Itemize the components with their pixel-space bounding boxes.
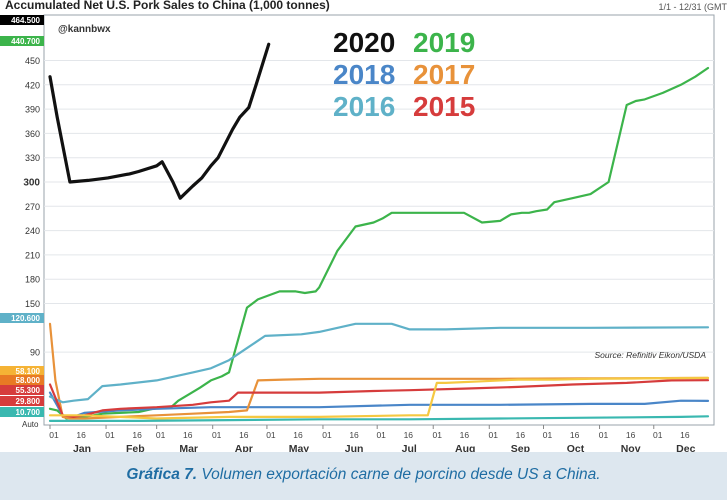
series-line xyxy=(48,415,710,422)
legend-item: 2018 xyxy=(333,59,395,90)
legend: 2020 2019 2018 2017 2016 2015 xyxy=(333,27,475,122)
value-label-text: 58.000 xyxy=(16,376,41,385)
value-label-box xyxy=(0,396,44,406)
legend-item: 2020 xyxy=(333,27,395,58)
y-tick-label: 450 xyxy=(25,56,40,66)
y-tick-label: 330 xyxy=(25,153,40,163)
series-line xyxy=(48,376,710,420)
x-day-label: 01 xyxy=(432,430,442,440)
legend-item: 2016 xyxy=(333,91,395,122)
y-tick-label: 420 xyxy=(25,80,40,90)
value-label-text: 55.300 xyxy=(16,386,41,395)
x-day-label: 01 xyxy=(212,430,222,440)
grid xyxy=(44,60,714,353)
figure-caption: Gráfica 7. Volumen exportación carne de … xyxy=(0,466,727,484)
series-line xyxy=(48,322,710,404)
y-tick-label: 360 xyxy=(25,129,40,139)
y-axis: 90 150 180 210 240 270 300 330 360 390 420 450 Auto xyxy=(22,56,40,429)
x-day-label: 16 xyxy=(76,430,86,440)
caption-band xyxy=(0,452,727,500)
date-range: 1/1 - 12/31 (GMT xyxy=(658,2,727,12)
value-label-text: 440.700 xyxy=(11,37,40,46)
value-label-text: 464.500 xyxy=(11,16,40,25)
x-month-label: Dec xyxy=(676,443,695,452)
x-day-label: 01 xyxy=(653,430,663,440)
value-label-box xyxy=(0,366,44,376)
x-day-label: 16 xyxy=(239,430,249,440)
legend-item: 2019 xyxy=(413,27,475,58)
series-lines xyxy=(48,42,710,422)
x-day-label: 01 xyxy=(599,430,609,440)
y-tick-label: 240 xyxy=(25,226,40,236)
value-label-box xyxy=(0,407,44,417)
x-day-label: 16 xyxy=(460,430,470,440)
y-tick-label: 270 xyxy=(25,202,40,212)
caption-text: Volumen exportación carne de porcino des… xyxy=(197,466,601,483)
x-day-label: 01 xyxy=(156,430,166,440)
x-day-label: 01 xyxy=(49,430,59,440)
value-label-text: 10.700 xyxy=(16,408,41,417)
x-month-label: Sep xyxy=(511,443,530,452)
value-label-box xyxy=(0,385,44,395)
y-tick-label: 150 xyxy=(25,299,40,309)
y-tick-label: 180 xyxy=(25,275,40,285)
value-label-box xyxy=(0,375,44,385)
series-line xyxy=(48,42,271,200)
x-month-label: May xyxy=(289,443,310,452)
value-label-text: 29.800 xyxy=(16,397,41,406)
x-month-label: Nov xyxy=(621,443,641,452)
x-month-label: Apr xyxy=(235,443,253,452)
x-day-label: 01 xyxy=(322,430,332,440)
x-day-label: 16 xyxy=(183,430,193,440)
watermark: @kannbwx xyxy=(58,24,111,35)
x-day-label: 16 xyxy=(626,430,636,440)
x-day-label: 16 xyxy=(349,430,359,440)
y-tick-label: 90 xyxy=(30,348,40,358)
source-note: Source: Refinitiv Eikon/USDA xyxy=(595,350,707,360)
x-month-label: Jun xyxy=(345,443,364,452)
x-day-label: 16 xyxy=(293,430,303,440)
x-month-label: Jan xyxy=(73,443,91,452)
x-day-label: 01 xyxy=(376,430,386,440)
value-label-box xyxy=(0,313,44,323)
x-day-label: 16 xyxy=(404,430,414,440)
chart: Accumulated Net U.S. Pork Sales to China… xyxy=(0,0,727,452)
x-day-label: 01 xyxy=(266,430,276,440)
x-month-label: Oct xyxy=(567,443,585,452)
y-tick-label: 300 xyxy=(23,178,40,189)
value-label-box xyxy=(0,36,44,46)
caption-label: Gráfica 7. xyxy=(126,466,198,483)
y-bottom-label: Auto xyxy=(22,420,39,429)
x-day-label: 16 xyxy=(570,430,580,440)
y-tick-label: 390 xyxy=(25,105,40,115)
value-label-text: 120.600 xyxy=(11,314,40,323)
series-line xyxy=(48,66,710,420)
series-line xyxy=(48,379,710,418)
x-day-label: 16 xyxy=(132,430,142,440)
x-day-label: 01 xyxy=(105,430,115,440)
x-month-label: Jul xyxy=(402,443,417,452)
chart-title: Accumulated Net U.S. Pork Sales to China… xyxy=(5,0,330,12)
x-month-label: Aug xyxy=(455,443,475,452)
x-day-label: 16 xyxy=(516,430,526,440)
legend-item: 2017 xyxy=(413,59,475,90)
value-label-box xyxy=(0,15,44,25)
x-axis: 01 16 Jan 01 16 Feb 01 16 Mar 01 16 Apr 01 16 May 01 16 J… xyxy=(49,425,696,452)
x-day-label: 01 xyxy=(489,430,499,440)
value-label-text: 58.100 xyxy=(16,367,41,376)
x-day-label: 01 xyxy=(543,430,553,440)
legend-item: 2015 xyxy=(413,91,475,122)
x-day-label: 16 xyxy=(680,430,690,440)
y-tick-label: 210 xyxy=(25,250,40,260)
x-month-label: Mar xyxy=(179,443,198,452)
x-month-label: Feb xyxy=(126,443,145,452)
